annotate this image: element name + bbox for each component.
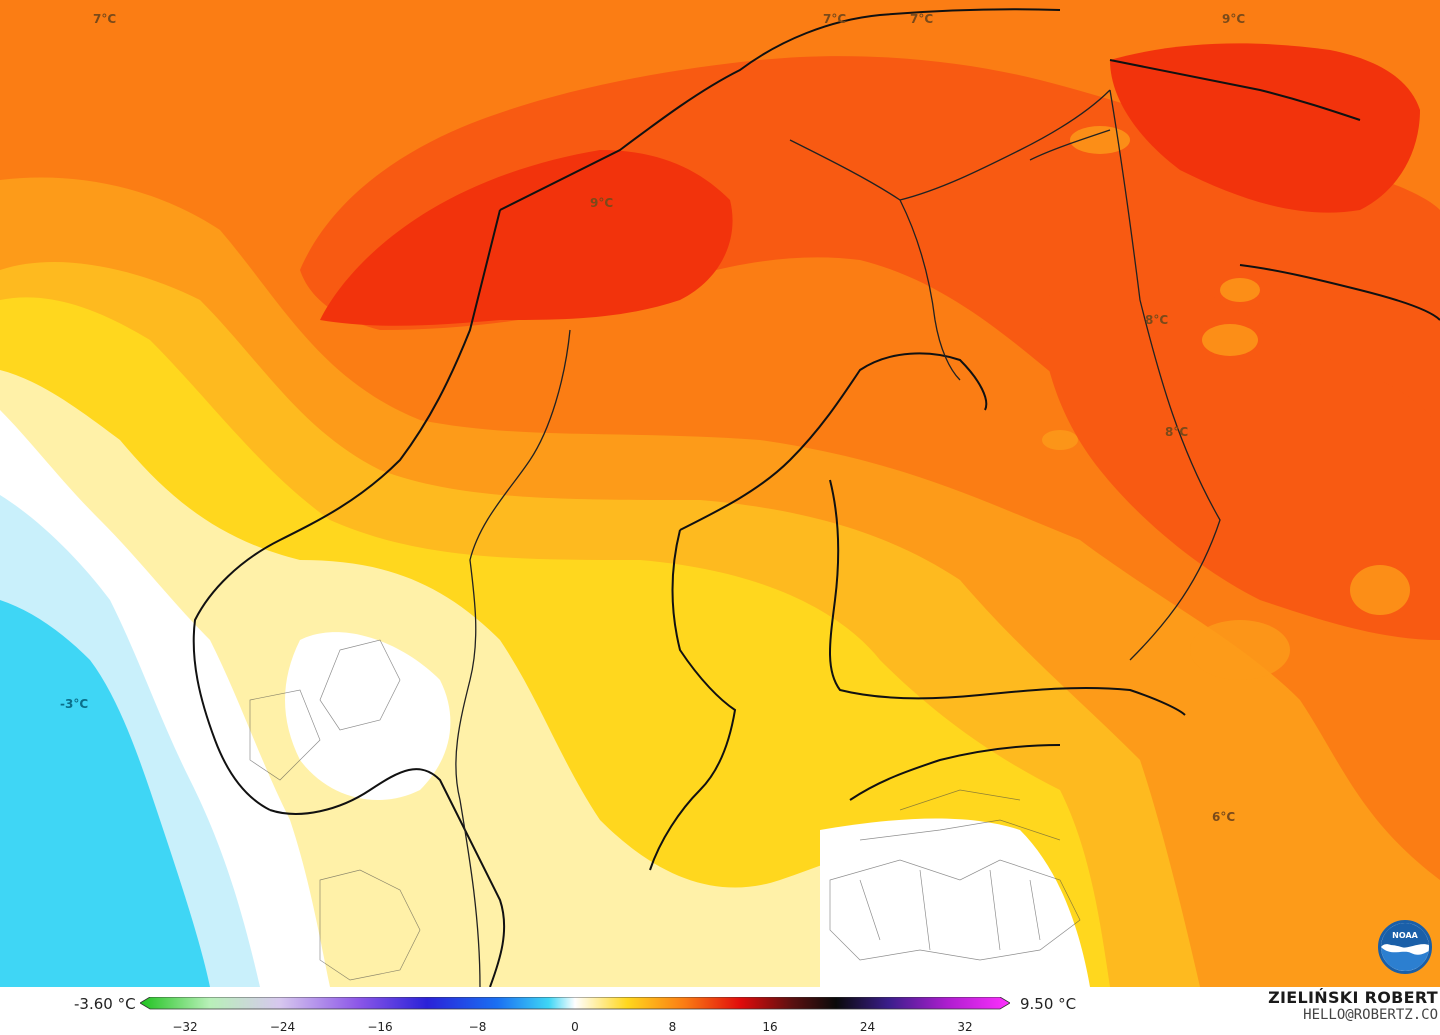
max-value: 9.50 °C — [1020, 995, 1077, 1013]
field-deep-red-lofoten — [320, 150, 733, 326]
color-bar-tick: −16 — [367, 1020, 393, 1034]
field-white-baltic — [820, 818, 1090, 987]
color-bar-tick: 0 — [571, 1020, 579, 1034]
lake-patches — [1042, 126, 1410, 680]
noaa-logo-text: NOAA — [1392, 931, 1418, 940]
temp-label-nw: 7°C — [93, 12, 117, 26]
legend-footer: -3.60 °C −32 −24 −16 −8 0 8 16 24 32 9.50 °C ZIE… — [0, 987, 1440, 1035]
field-white-norway — [285, 632, 451, 800]
color-bar-tick: −24 — [269, 1020, 296, 1034]
temp-label-lofoten: 9°C — [590, 196, 614, 210]
color-bar-tick: −8 — [468, 1020, 487, 1034]
temperature-map — [0, 0, 1440, 987]
color-bar-tick: 8 — [668, 1020, 677, 1034]
author-name: ZIELIŃSKI ROBERT — [1268, 988, 1438, 1007]
temp-label-karelia-1: 8°C — [1145, 313, 1169, 327]
temp-label-se: 6°C — [1212, 810, 1236, 824]
map-canvas — [0, 0, 1440, 987]
color-bar-tick: −32 — [172, 1020, 198, 1034]
author-email[interactable]: HELLO@ROBERTZ.CO — [1303, 1007, 1438, 1023]
noaa-logo: NOAA — [1378, 920, 1432, 974]
color-bar-tick: 24 — [859, 1020, 876, 1034]
coastlines — [192, 8, 1440, 987]
temp-label-sea: -3°C — [60, 697, 89, 711]
color-bar-graphic — [139, 996, 1011, 1010]
noaa-logo-graphic: NOAA — [1381, 923, 1429, 971]
field-red-east — [1040, 279, 1440, 640]
color-bar-tick: 16 — [762, 1020, 778, 1034]
temp-label-north-2: 7°C — [910, 12, 934, 26]
temp-label-karelia-2: 8°C — [1165, 425, 1189, 439]
country-borders — [455, 89, 1221, 987]
field-cyan — [0, 600, 210, 987]
temp-label-ne: 9°C — [1222, 12, 1246, 26]
admin-borders — [249, 639, 1081, 981]
min-value: -3.60 °C — [74, 995, 136, 1013]
field-deep-red-kola — [1110, 43, 1420, 213]
temp-label-north-1: 7°C — [823, 12, 847, 26]
color-bar-tick: 32 — [957, 1020, 973, 1034]
